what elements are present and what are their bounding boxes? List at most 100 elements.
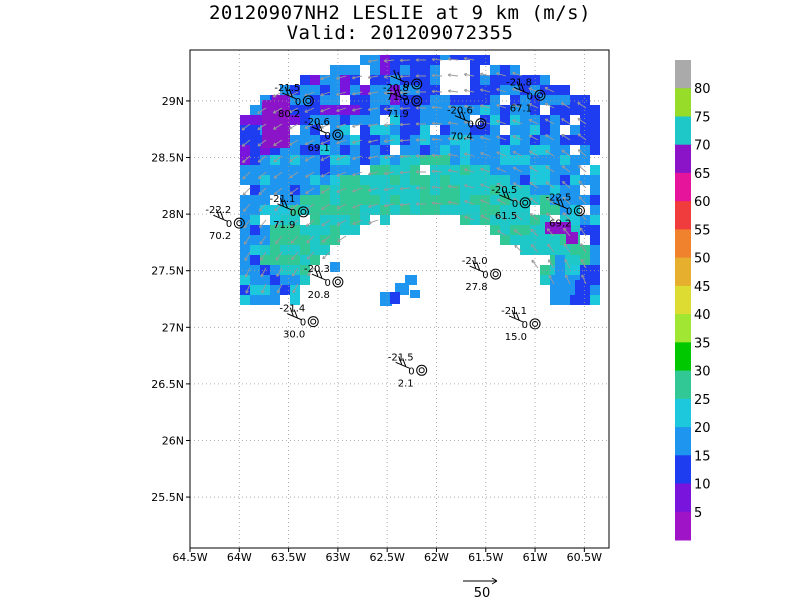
colorbar-swatch xyxy=(675,427,691,456)
station-plot: -20.5 061.5 xyxy=(491,185,531,222)
colorbar-swatch xyxy=(675,370,691,400)
latitude-axis: 29N 28.5N 28N 27.5N 27N 26.5N 26N 25.5N xyxy=(151,95,190,504)
colorbar-label: 50 xyxy=(694,252,711,267)
station-plot: -21.1 071.9 xyxy=(270,194,309,231)
chart-title: 20120907NH2 LESLIE at 9 km (m/s) xyxy=(208,2,592,24)
station-value: 0 xyxy=(325,278,331,289)
station-height: 70.4 xyxy=(451,132,473,143)
colorbar-swatch xyxy=(675,398,691,428)
lat-tick-label: 27.5N xyxy=(151,265,184,278)
colorbar-label: 45 xyxy=(694,280,711,295)
lat-tick-label: 28N xyxy=(162,208,184,221)
lat-tick-label: 27N xyxy=(162,321,184,334)
station-value: 0 xyxy=(467,120,473,131)
colorbar-swatch xyxy=(675,511,691,541)
colorbar-label: 25 xyxy=(694,393,711,408)
station-height: 67.1 xyxy=(510,103,532,114)
station-value: 0 xyxy=(403,97,409,108)
wind-speed-field xyxy=(240,55,600,306)
colorbar-swatch xyxy=(675,60,691,89)
station-height: 30.0 xyxy=(283,330,305,341)
station-plot: -21.5 080.2 xyxy=(274,83,314,120)
vector-scale-label: 50 xyxy=(474,586,491,600)
station-plot: -21.5 02.1 xyxy=(388,352,428,389)
lon-tick-label: 63W xyxy=(325,551,350,564)
colorbar-swatch xyxy=(675,172,691,202)
station-temperature: -20.6 xyxy=(304,117,330,128)
station-height: 69.2 xyxy=(549,219,571,230)
colorbar-label: 75 xyxy=(694,110,711,125)
colorbar-label: 30 xyxy=(694,365,711,380)
station-plot: -22.2 070.2 xyxy=(205,205,245,242)
station-value: 0 xyxy=(290,208,296,219)
station-temperature: -21.8 xyxy=(506,77,532,88)
colorbar-swatch xyxy=(675,342,691,372)
station-value: 0 xyxy=(300,318,306,329)
lat-tick-label: 26.5N xyxy=(151,378,184,391)
lon-tick-label: 62.5W xyxy=(369,551,404,564)
station-height: 15.0 xyxy=(505,332,527,343)
station-plot: -21.1 015.0 xyxy=(501,306,541,343)
lon-tick-label: 61W xyxy=(523,551,548,564)
station-plot: -21.4 030.0 xyxy=(279,304,319,341)
station-height: 70.2 xyxy=(209,231,231,242)
station-height: 2.1 xyxy=(398,378,414,389)
station-temperature: -22.2 xyxy=(205,205,231,216)
station-value: 0 xyxy=(482,270,488,281)
station-temperature: -21.5 xyxy=(274,83,300,94)
station-plot: -21.0 027.8 xyxy=(462,256,502,293)
colorbar-label: 15 xyxy=(694,449,711,464)
lon-tick-label: 60.5W xyxy=(567,551,602,564)
colorbar-swatch xyxy=(675,483,691,513)
station-height: 69.1 xyxy=(308,143,330,154)
station-value: 0 xyxy=(512,199,518,210)
lon-tick-label: 62W xyxy=(424,551,449,564)
colorbar-swatch xyxy=(675,201,691,230)
colorbar-label: 70 xyxy=(694,139,711,154)
longitude-axis: 64.5W 64W 63.5W 63W 62.5W 62W 61.5W 61W 60.5W xyxy=(172,548,602,564)
lon-tick-label: 61.5W xyxy=(468,551,503,564)
lat-tick-label: 28.5N xyxy=(151,152,184,165)
station-plot: -20.6 070.4 xyxy=(447,106,487,143)
station-value: 0 xyxy=(527,91,533,102)
colorbar-label: 55 xyxy=(694,223,711,238)
colorbar-swatch xyxy=(675,144,691,174)
station-plot: -22.5 069.2 xyxy=(546,193,585,230)
station-plot: -20.3 020.8 xyxy=(304,264,344,301)
colorbar-swatch xyxy=(675,88,691,117)
colorbar-label: 35 xyxy=(694,336,711,351)
station-height: 20.8 xyxy=(308,290,330,301)
colorbar-label: 60 xyxy=(694,195,711,210)
colorbar-swatch xyxy=(675,285,691,315)
station-plot: -21.8 067.1 xyxy=(506,77,546,114)
station-temperature: -21.1 xyxy=(501,306,527,317)
station-height: 80.2 xyxy=(278,109,300,120)
station-plot: 071.5 xyxy=(386,69,423,103)
lat-tick-label: 29N xyxy=(162,95,184,108)
station-temperature: -20.5 xyxy=(491,185,517,196)
station-height: 71.5 xyxy=(386,92,408,103)
station-height: 61.5 xyxy=(495,211,517,222)
station-temperature: -20.3 xyxy=(304,264,330,275)
station-temperature: -20.8 xyxy=(383,83,409,94)
station-value: 0 xyxy=(566,207,572,218)
station-temperature: -21.1 xyxy=(270,194,296,205)
station-plot: -20.6 069.1 xyxy=(304,117,344,154)
map-frame xyxy=(189,49,610,549)
colorbar-label: 65 xyxy=(694,167,711,182)
lat-tick-label: 25.5N xyxy=(151,491,184,504)
colorbar-label: 80 xyxy=(694,82,711,97)
station-temperature: -21.4 xyxy=(279,304,305,315)
station-value: 0 xyxy=(226,219,232,230)
colorbar-label: 5 xyxy=(694,506,702,521)
colorbar-swatch xyxy=(675,229,691,259)
vector-legend: 50 xyxy=(463,577,498,600)
station-temperature: -21.5 xyxy=(388,352,414,363)
lon-tick-label: 63.5W xyxy=(271,551,306,564)
colorbar-swatch xyxy=(675,314,691,343)
lon-tick-label: 64W xyxy=(227,551,252,564)
station-value: 0 xyxy=(408,366,414,377)
colorbar-swatch xyxy=(675,455,691,485)
